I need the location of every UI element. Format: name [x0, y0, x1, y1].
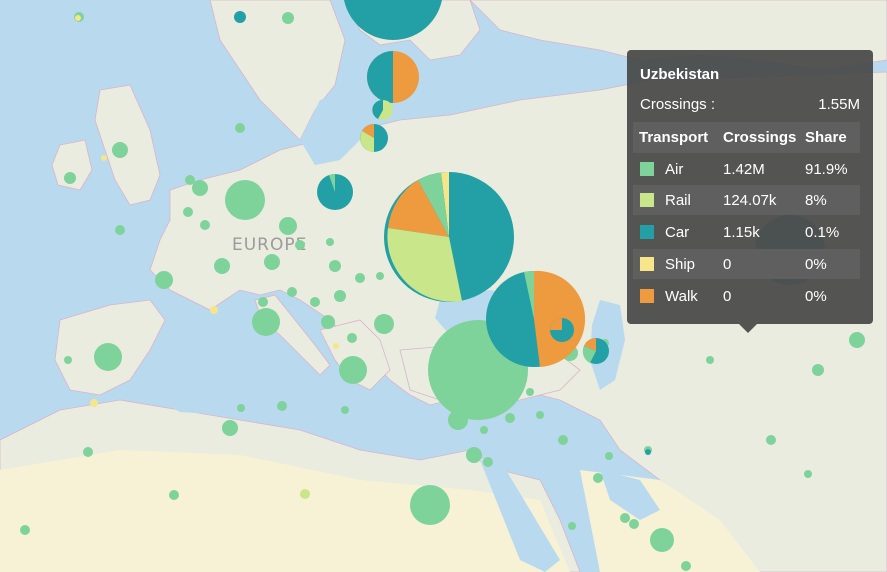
row-share: 0%: [805, 288, 827, 305]
row-share: 8%: [805, 192, 827, 209]
row-mode: Walk: [665, 288, 698, 305]
row-share: 0%: [805, 256, 827, 273]
air-swatch: [640, 162, 654, 176]
row-crossings: 1.15k: [723, 224, 760, 241]
row-crossings: 1.42M: [723, 161, 765, 178]
header-crossings: Crossings: [723, 129, 797, 146]
region-label-europe: EUROPE: [232, 235, 307, 255]
header-share: Share: [805, 129, 847, 146]
row-mode: Air: [665, 161, 684, 178]
ship-markers: [75, 15, 339, 407]
tooltip-row-air: Air 1.42M 91.9%: [633, 154, 860, 184]
tooltip-table-header: Transport Crossings Share: [633, 122, 860, 153]
row-mode: Ship: [665, 256, 696, 273]
rail-swatch: [640, 193, 654, 207]
country-tooltip: Uzbekistan Crossings : 1.55M Transport C…: [627, 50, 873, 333]
row-mode: Rail: [665, 192, 691, 209]
row-crossings: 0: [723, 256, 732, 273]
tooltip-pointer: [739, 324, 757, 333]
ship-swatch: [640, 257, 654, 271]
row-mode: Car: [665, 224, 690, 241]
row-share: 0.1%: [805, 224, 840, 241]
row-crossings: 124.07k: [723, 192, 777, 209]
walk-swatch: [640, 289, 654, 303]
tooltip-title: Uzbekistan: [640, 66, 720, 83]
car-swatch: [640, 225, 654, 239]
row-share: 91.9%: [805, 161, 848, 178]
tooltip-row-car: Car 1.15k 0.1%: [633, 217, 860, 247]
tooltip-row-walk: Walk 0 0%: [633, 281, 860, 311]
header-transport: Transport: [639, 129, 709, 146]
tooltip-row-rail: Rail 124.07k 8%: [633, 185, 860, 215]
tooltip-total-label: Crossings :: [640, 96, 716, 113]
row-crossings: 0: [723, 288, 732, 305]
tooltip-row-ship: Ship 0 0%: [633, 249, 860, 279]
tooltip-total-value: 1.55M: [818, 96, 860, 113]
